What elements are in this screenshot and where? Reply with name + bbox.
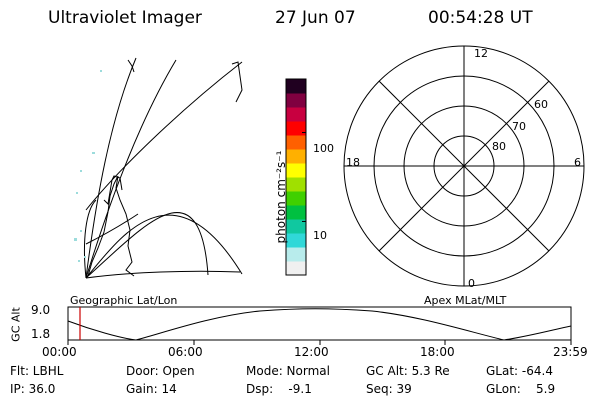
colorbar-segment [286,93,306,108]
colorbar-segment [286,121,306,136]
x-label-0600: 06:00 [168,345,203,359]
x-label-0000: 00:00 [42,345,77,359]
geographic-label: Geographic Lat/Lon [70,294,178,307]
map-parallel-1 [85,270,241,279]
info-glat: GLat: -64.4 [486,364,553,378]
lat-label-80: 80 [492,140,506,153]
map-coastline-1 [87,175,135,277]
x-label-2359: 23:59 [553,345,588,359]
time-label: 00:54:28 UT [428,8,533,28]
colorbar-tick-10: 10 [313,229,327,242]
info-mode: Mode: Normal [246,364,330,378]
map-meridian-1 [85,57,137,279]
colorbar-segment [286,79,306,94]
map-arc-left [84,199,97,279]
info-dsp: Dsp: -9.1 [246,382,312,396]
colorbar-label: photon cm⁻²s⁻¹ [274,150,288,244]
colorbar-segment [286,149,306,164]
map-coastline-4 [231,61,243,103]
colorbar-segment [286,261,306,276]
map-noise [74,70,102,262]
map-parallel-3 [85,61,243,211]
altitude-frame [67,306,572,341]
info-gain: Gain: 14 [126,382,177,396]
info-gc-alt: GC Alt: 5.3 Re [366,364,450,378]
x-label-1200: 12:00 [294,345,329,359]
altitude-ytick-min: 1.8 [31,327,51,341]
altitude-plot [67,306,572,345]
colorbar-segment [286,233,306,248]
mlt-label-12: 12 [474,47,488,60]
colorbar-tick-100: 100 [313,142,334,155]
x-label-1800: 18:00 [420,345,455,359]
polar-label: Apex MLat/MLT [424,294,507,307]
lat-label-60: 60 [534,98,548,111]
map-coastline-2 [103,175,123,206]
map-parallel-2 [85,213,139,245]
altitude-curve [67,308,572,341]
app-title: Ultraviolet Imager [48,8,202,28]
colorbar-segment [286,163,306,178]
colorbar-segment [286,219,306,234]
info-door: Door: Open [126,364,195,378]
colorbar-segment [286,107,306,122]
colorbar-segment [286,205,306,220]
colorbar-frame [285,78,307,276]
altitude-ylabel: GC Alt [9,307,23,342]
date-label: 27 Jun 07 [275,8,356,28]
geographic-map [84,57,243,279]
map-meridian-4 [85,214,243,279]
mlt-label-18: 18 [346,156,360,169]
lat-label-70: 70 [512,120,526,133]
info-glon: GLon: 5.9 [486,382,556,396]
info-ip: IP: 36.0 [10,382,56,396]
polar-diagonal-2 [378,80,550,252]
colorbar [285,78,307,276]
mlt-label-0: 0 [468,277,475,290]
map-meridian-2 [85,59,177,279]
colorbar-segment [286,135,306,150]
info-filter: Flt: LBHL [10,364,64,378]
colorbar-segment [286,177,306,192]
colorbar-segment [286,247,306,262]
info-seq: Seq: 39 [366,382,412,396]
mlt-label-6: 6 [574,156,581,169]
altitude-ytick-max: 9.0 [31,303,51,317]
map-coastline-3 [127,59,135,73]
polar-plot [343,45,585,287]
colorbar-segment [286,191,306,206]
